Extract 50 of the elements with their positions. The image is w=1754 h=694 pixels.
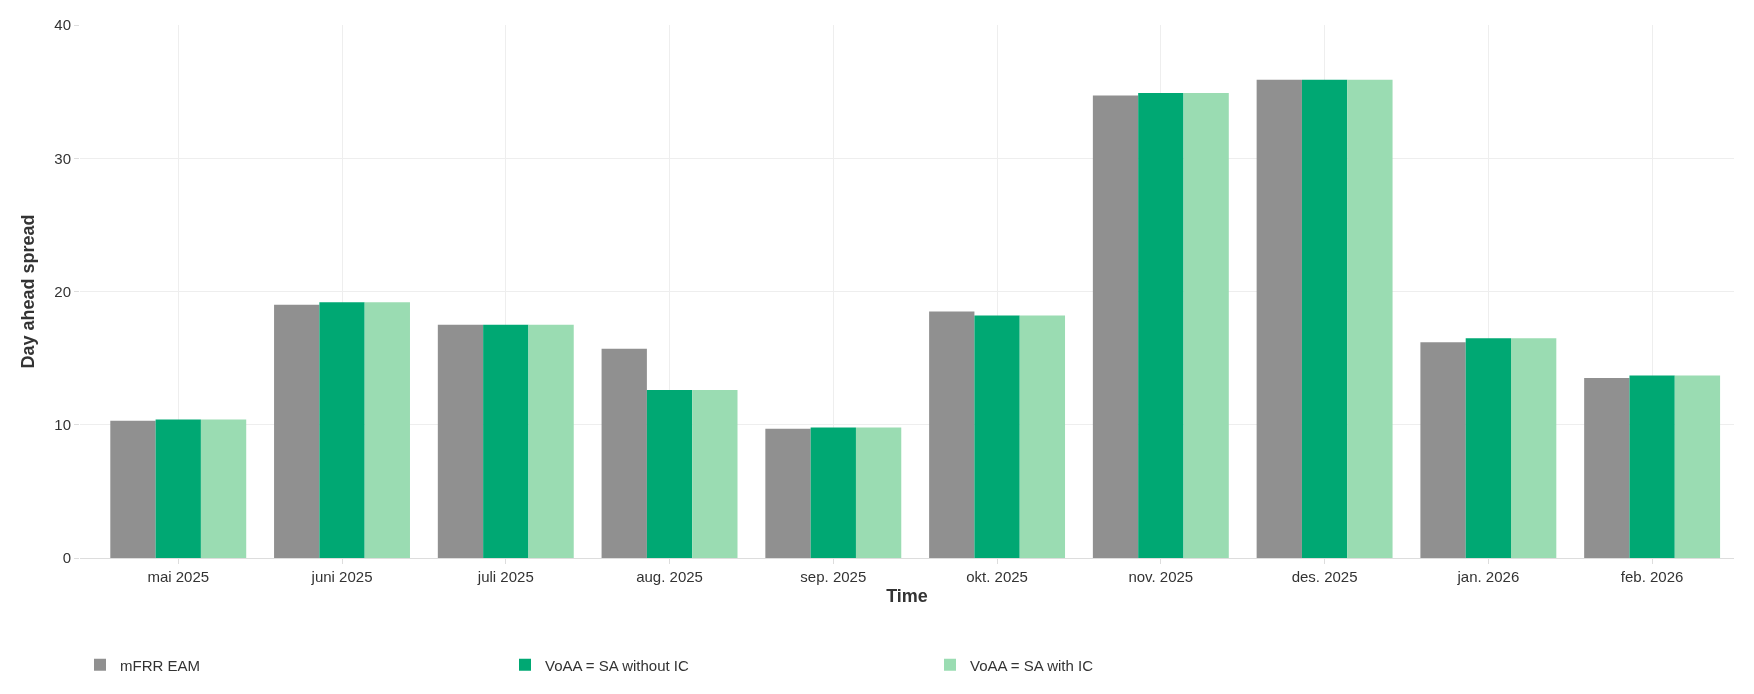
y-tick-label: 0	[62, 549, 71, 567]
bar	[1420, 342, 1466, 558]
bar	[646, 390, 693, 558]
x-tick-label: aug. 2025	[636, 568, 703, 585]
y-tick-label: 10	[54, 416, 71, 433]
bar	[765, 428, 811, 558]
bar	[110, 420, 156, 558]
bar	[274, 304, 320, 558]
bar	[1092, 95, 1139, 558]
x-tick-label: juni 2025	[310, 568, 373, 585]
y-tick-label: 40	[54, 16, 71, 34]
bar	[1347, 79, 1393, 558]
bar	[692, 390, 738, 558]
bar	[929, 311, 975, 558]
bar	[1183, 92, 1229, 558]
x-tick-label: des. 2025	[1291, 568, 1358, 585]
x-tick-label: juli 2025	[476, 568, 534, 585]
bar	[364, 302, 410, 558]
bar	[601, 348, 647, 558]
legend-label: mFRR EAM	[120, 656, 200, 674]
y-axis-title: Day ahead spread	[17, 214, 38, 369]
bar	[1584, 378, 1630, 558]
y-tick-label: 20	[54, 282, 71, 300]
x-tick-label: sep. 2025	[800, 568, 867, 585]
legend-label: VoAA = SA with IC	[970, 656, 1094, 674]
x-tick-label: feb. 2026	[1620, 568, 1684, 585]
bar	[155, 419, 201, 558]
bar	[1465, 338, 1512, 558]
legend-label: VoAA = SA without IC	[545, 656, 690, 674]
bar	[200, 419, 247, 558]
x-tick-label: mai 2025	[147, 568, 210, 585]
bar	[1674, 375, 1721, 558]
bar	[974, 315, 1020, 558]
x-tick-label: nov. 2025	[1128, 568, 1194, 585]
bar	[1301, 79, 1348, 558]
x-tick-label: okt. 2025	[966, 568, 1028, 585]
bar	[528, 324, 574, 558]
bar	[855, 427, 902, 558]
bar	[1138, 92, 1184, 558]
x-tick-label: jan. 2026	[1456, 568, 1520, 585]
bar	[1019, 315, 1066, 558]
bar	[483, 324, 529, 558]
x-axis-title: Time	[886, 586, 928, 607]
bar	[810, 427, 856, 558]
bar	[1256, 79, 1302, 558]
bar	[1629, 375, 1675, 558]
y-tick-label: 30	[54, 149, 71, 167]
bar	[437, 324, 484, 558]
bar	[1511, 338, 1557, 558]
bar	[319, 302, 365, 558]
